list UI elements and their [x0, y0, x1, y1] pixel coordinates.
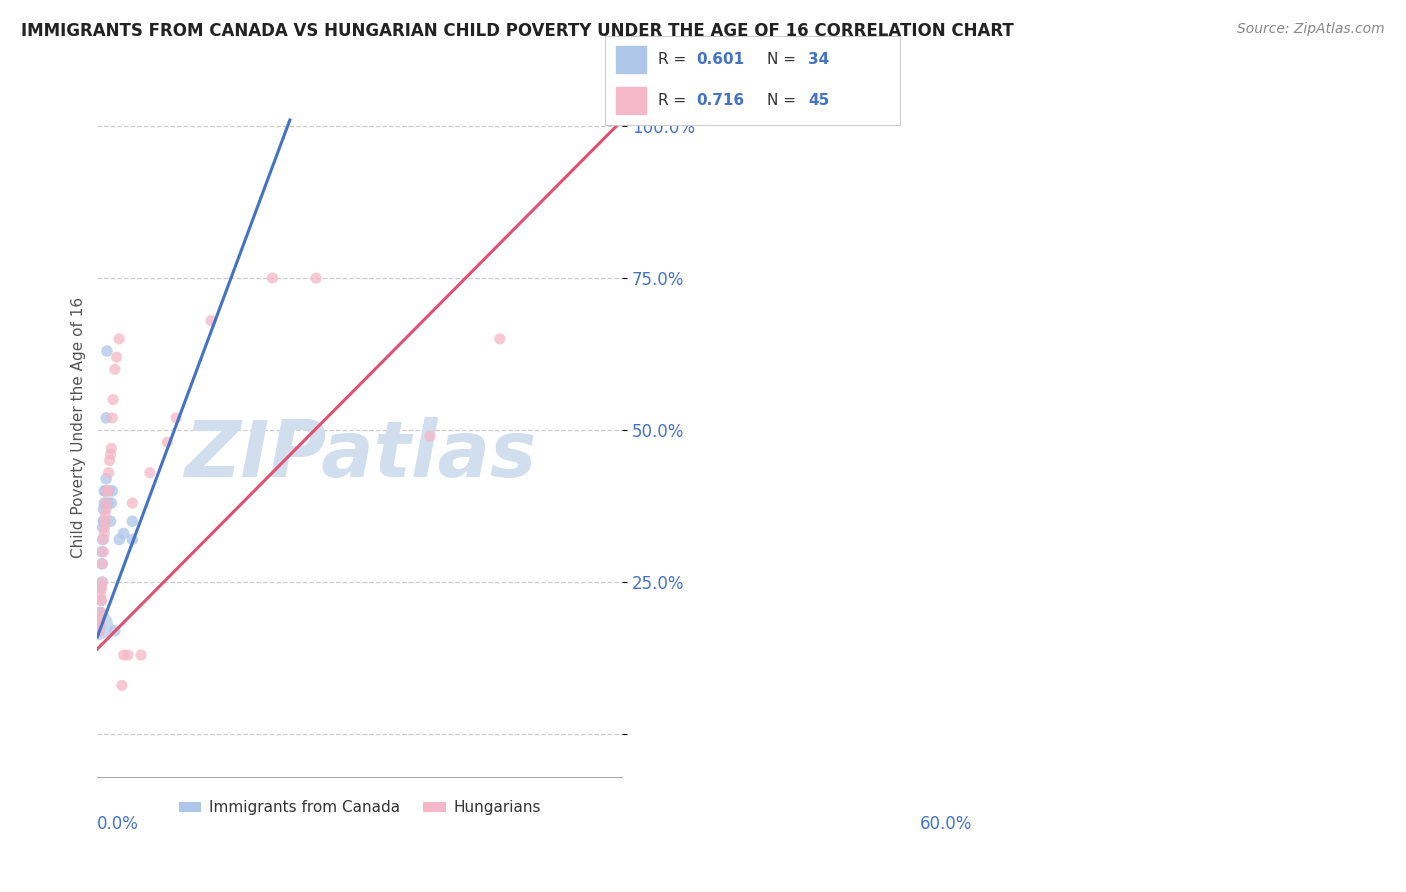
Text: R =: R = — [658, 94, 690, 108]
Text: 0.601: 0.601 — [696, 53, 744, 67]
Point — [90, 593, 112, 607]
Text: 0.716: 0.716 — [696, 94, 744, 108]
Text: 0.0%: 0.0% — [97, 815, 139, 833]
Text: N =: N = — [768, 53, 801, 67]
Point — [91, 557, 114, 571]
Bar — [616, 87, 645, 114]
Point — [89, 617, 111, 632]
Point — [90, 557, 112, 571]
Point — [165, 411, 187, 425]
Point — [93, 514, 115, 528]
Point — [94, 508, 117, 523]
Point — [87, 624, 110, 638]
Point — [87, 624, 110, 638]
Point — [93, 533, 115, 547]
Point — [97, 483, 120, 498]
Point — [89, 611, 111, 625]
Text: IMMIGRANTS FROM CANADA VS HUNGARIAN CHILD POVERTY UNDER THE AGE OF 16 CORRELATIO: IMMIGRANTS FROM CANADA VS HUNGARIAN CHIL… — [21, 22, 1014, 40]
Y-axis label: Child Poverty Under the Age of 16: Child Poverty Under the Age of 16 — [72, 296, 86, 558]
Text: N =: N = — [768, 94, 801, 108]
Point — [94, 411, 117, 425]
Point — [93, 483, 115, 498]
Point — [86, 624, 108, 638]
Point — [90, 581, 112, 595]
Point — [262, 271, 284, 285]
Point — [90, 575, 112, 590]
Point — [93, 520, 115, 534]
Point — [93, 544, 115, 558]
Point — [93, 496, 115, 510]
Point — [90, 581, 112, 595]
Point — [129, 648, 152, 662]
Point — [139, 466, 162, 480]
Point — [100, 442, 122, 456]
Point — [94, 496, 117, 510]
Point — [91, 520, 114, 534]
Point — [90, 587, 112, 601]
Point — [156, 435, 179, 450]
Point — [112, 526, 135, 541]
Point — [87, 624, 110, 638]
Point — [97, 483, 120, 498]
Point — [105, 350, 128, 364]
Bar — [616, 46, 645, 73]
Point — [121, 533, 143, 547]
Point — [89, 606, 111, 620]
Text: ZIPatlas: ZIPatlas — [184, 417, 536, 493]
Point — [100, 447, 122, 461]
Text: 45: 45 — [808, 94, 830, 108]
Point — [87, 617, 110, 632]
Point — [101, 483, 124, 498]
Point — [108, 533, 131, 547]
Text: 60.0%: 60.0% — [920, 815, 973, 833]
Point — [94, 514, 117, 528]
Text: Source: ZipAtlas.com: Source: ZipAtlas.com — [1237, 22, 1385, 37]
Point — [98, 453, 121, 467]
Point — [101, 411, 124, 425]
Point — [489, 332, 512, 346]
Point — [91, 575, 114, 590]
Point — [200, 313, 222, 327]
Point — [111, 678, 134, 692]
Point — [97, 496, 120, 510]
Point — [96, 483, 118, 498]
Point — [87, 624, 110, 638]
Point — [90, 606, 112, 620]
Point — [93, 526, 115, 541]
Point — [90, 606, 112, 620]
Point — [104, 362, 127, 376]
Point — [90, 593, 112, 607]
Point — [93, 514, 115, 528]
Point — [121, 496, 143, 510]
Point — [93, 502, 115, 516]
Point — [94, 483, 117, 498]
Legend: Immigrants from Canada, Hungarians: Immigrants from Canada, Hungarians — [173, 794, 547, 822]
Point — [419, 429, 441, 443]
Point — [101, 392, 124, 407]
Point — [121, 514, 143, 528]
Point — [108, 332, 131, 346]
Point — [96, 344, 118, 359]
Point — [112, 648, 135, 662]
Point — [94, 472, 117, 486]
Point — [305, 271, 328, 285]
Point — [104, 624, 127, 638]
Point — [89, 617, 111, 632]
Point — [90, 593, 112, 607]
Text: 34: 34 — [808, 53, 830, 67]
Point — [100, 514, 122, 528]
Point — [94, 502, 117, 516]
Point — [91, 533, 114, 547]
Text: R =: R = — [658, 53, 690, 67]
Point — [117, 648, 139, 662]
Point — [100, 496, 122, 510]
Point — [87, 624, 110, 638]
Point — [87, 617, 110, 632]
Point — [97, 466, 120, 480]
Point — [90, 544, 112, 558]
Point — [87, 624, 110, 638]
Point — [86, 617, 108, 632]
